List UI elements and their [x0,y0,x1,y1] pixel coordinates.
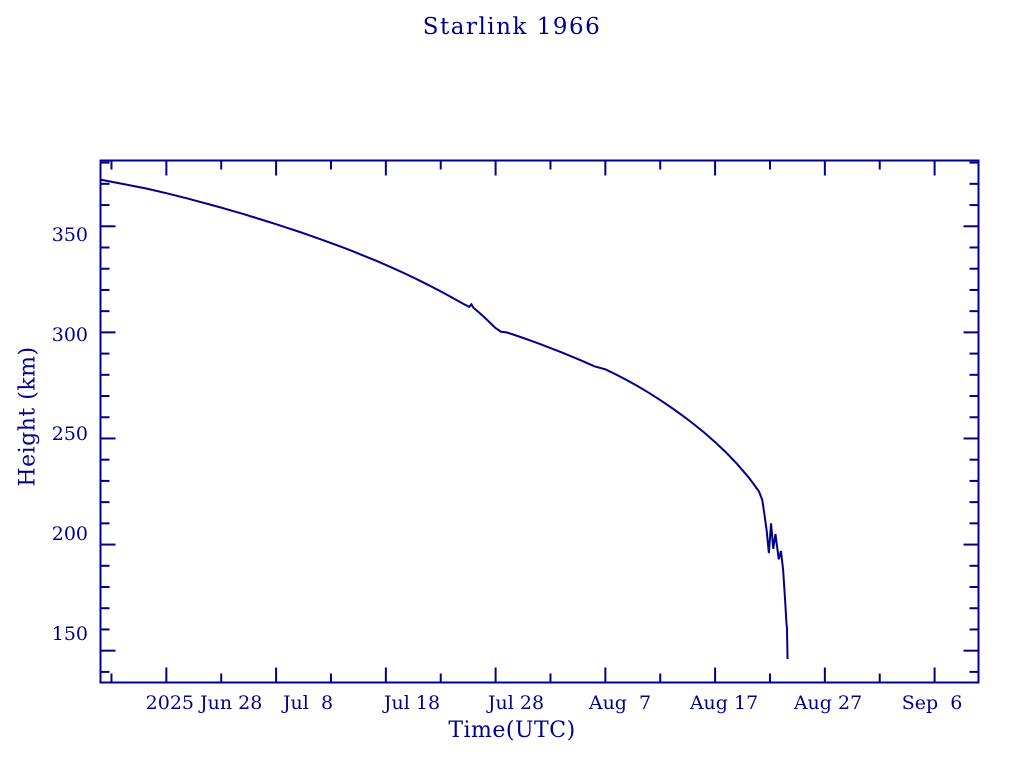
x-tick-label-aug7: Aug 7 [588,692,652,714]
height-decay-line [100,178,789,660]
plot-frame [99,159,980,684]
y-tick-label-150: 150 [51,623,88,645]
x-tick-label-jul18: Jul 18 [383,692,441,714]
x-tick-label-jul28: Jul 28 [487,692,545,714]
y-tick-label-200: 200 [51,523,88,545]
x-tick-label-sep6: Sep 6 [901,692,963,714]
y-tick-label-300: 300 [51,324,88,346]
x-tick-label-aug17: Aug 17 [689,692,759,714]
y-tick-label-350: 350 [51,224,88,246]
chart-title: Starlink 1966 [422,14,602,40]
x-tick-label-aug27: Aug 27 [793,692,863,714]
x-axis-label: Time(UTC) [448,718,576,743]
axis-ticks [100,160,979,683]
x-tick-label-jun28: 2025 Jun 28 [145,692,263,714]
y-tick-label-250: 250 [51,423,88,445]
x-tick-label-jul8: Jul 8 [282,692,334,714]
